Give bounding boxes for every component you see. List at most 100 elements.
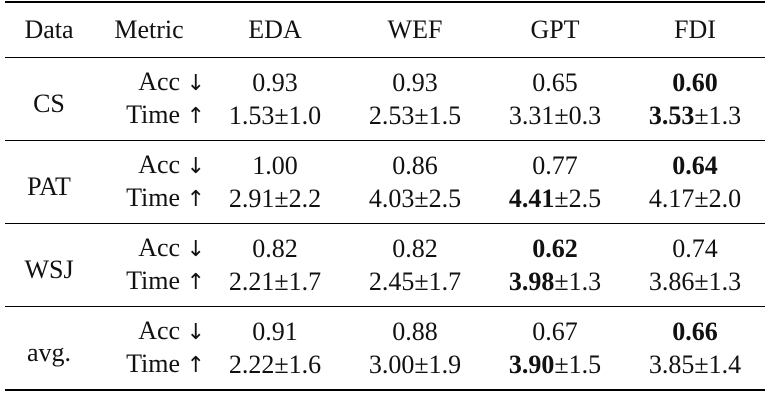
value-cell: 4.41±2.5: [485, 182, 625, 224]
value-std: ±1.9: [414, 350, 462, 379]
value-cell: 0.67: [485, 307, 625, 349]
metric-label: Acc ↓: [93, 141, 205, 183]
metric-name: Time: [126, 349, 181, 378]
row-group: avg. Acc ↓ 0.91 0.88 0.67 0.66 Time ↑ 2.22±1.6 3…: [5, 307, 765, 390]
value-std: ±1.6: [274, 350, 322, 379]
metric-name: Acc: [138, 150, 181, 179]
value-main: 0.91: [252, 317, 298, 346]
value-main: 0.67: [532, 317, 578, 346]
value-main: 4.41: [508, 184, 555, 213]
value-std: ±1.5: [554, 350, 602, 379]
value-cell: 0.86: [345, 141, 485, 183]
dataset-label: WSJ: [24, 254, 74, 284]
value-main: 0.77: [532, 151, 578, 180]
value-main: 1.53: [228, 101, 275, 130]
value-main: 2.45: [368, 267, 415, 296]
value-cell: 0.77: [485, 141, 625, 183]
value-cell: 0.62: [485, 224, 625, 266]
value-main: 0.74: [672, 234, 718, 263]
value-main: 1.00: [252, 151, 298, 180]
value-std: ±1.5: [414, 101, 462, 130]
value-cell: 0.74: [625, 224, 765, 266]
value-main: 2.53: [368, 101, 415, 130]
value-main: 0.66: [672, 317, 718, 346]
value-main: 2.21: [228, 267, 275, 296]
dataset-label: avg.: [26, 337, 72, 367]
arrow-up-icon: ↑: [186, 187, 205, 212]
value-cell: 2.21±1.7: [205, 265, 345, 307]
value-cell: 3.00±1.9: [345, 348, 485, 390]
value-std: ±2.5: [414, 184, 462, 213]
value-std: ±1.3: [554, 267, 602, 296]
value-cell: 3.98±1.3: [485, 265, 625, 307]
value-cell: 4.03±2.5: [345, 182, 485, 224]
value-cell: 3.85±1.4: [625, 348, 765, 390]
metric-name: Acc: [138, 67, 181, 96]
value-main: 2.22: [228, 350, 275, 379]
value-main: 0.65: [532, 68, 578, 97]
value-cell: 3.53±1.3: [625, 99, 765, 141]
arrow-down-icon: ↓: [186, 320, 205, 345]
value-main: 3.86: [648, 267, 695, 296]
arrow-up-icon: ↑: [186, 270, 205, 295]
value-main: 0.82: [392, 234, 438, 263]
value-main: 3.53: [648, 101, 695, 130]
value-main: 2.91: [228, 184, 275, 213]
metric-label: Acc ↓: [93, 224, 205, 266]
value-main: 3.31: [508, 101, 555, 130]
value-std: ±2.2: [274, 184, 322, 213]
value-main: 3.00: [368, 350, 415, 379]
table-row: avg. Acc ↓ 0.91 0.88 0.67 0.66: [5, 307, 765, 367]
arrow-down-icon: ↓: [186, 154, 205, 179]
value-main: 0.64: [672, 151, 718, 180]
value-main: 0.88: [392, 317, 438, 346]
value-cell: 0.65: [485, 58, 625, 100]
value-main: 0.93: [392, 68, 438, 97]
value-main: 3.85: [648, 350, 695, 379]
row-group: WSJ Acc ↓ 0.82 0.82 0.62 0.74 Time ↑ 2.21±1.7 2.…: [5, 224, 765, 307]
metric-label: Time ↑: [93, 182, 205, 224]
value-std: ±1.7: [274, 267, 322, 296]
table-row: WSJ Acc ↓ 0.82 0.82 0.62 0.74: [5, 224, 765, 284]
header-row: Data Metric EDA WEF GPT FDI: [5, 2, 765, 58]
value-cell: 2.91±2.2: [205, 182, 345, 224]
value-cell: 4.17±2.0: [625, 182, 765, 224]
value-std: ±1.7: [414, 267, 462, 296]
table-row: Time ↑ 2.22±1.6 3.00±1.9 3.90±1.5 3.85±1.4: [5, 348, 765, 390]
results-table: Data Metric EDA WEF GPT FDI CS Acc ↓ 0.93 0…: [5, 1, 765, 391]
value-cell: 1.53±1.0: [205, 99, 345, 141]
value-std: ±2.0: [694, 184, 742, 213]
metric-label: Acc ↓: [93, 58, 205, 100]
metric-label: Acc ↓: [93, 307, 205, 349]
table-row: Time ↑ 1.53±1.0 2.53±1.5 3.31±0.3 3.53±1.3: [5, 99, 765, 141]
value-cell: 0.91: [205, 307, 345, 349]
metric-label: Time ↑: [93, 265, 205, 307]
header-metric: Metric: [114, 15, 184, 44]
dataset-label: CS: [33, 88, 65, 118]
value-main: 0.62: [532, 234, 578, 263]
header-method-gpt: GPT: [530, 15, 580, 44]
table-row: Time ↑ 2.91±2.2 4.03±2.5 4.41±2.5 4.17±2.0: [5, 182, 765, 224]
value-main: 0.86: [392, 151, 438, 180]
header-data: Data: [24, 15, 74, 44]
value-cell: 3.86±1.3: [625, 265, 765, 307]
table-row: Time ↑ 2.21±1.7 2.45±1.7 3.98±1.3 3.86±1.3: [5, 265, 765, 307]
table-row: CS Acc ↓ 0.93 0.93 0.65 0.60: [5, 58, 765, 118]
value-main: 4.17: [648, 184, 695, 213]
value-cell: 0.82: [345, 224, 485, 266]
metric-name: Time: [126, 100, 181, 129]
value-cell: 3.31±0.3: [485, 99, 625, 141]
value-main: 3.90: [508, 350, 555, 379]
value-main: 0.60: [672, 68, 718, 97]
metric-name: Acc: [138, 233, 181, 262]
value-cell: 0.88: [345, 307, 485, 349]
value-cell: 1.00: [205, 141, 345, 183]
value-cell: 0.60: [625, 58, 765, 100]
row-group: PAT Acc ↓ 1.00 0.86 0.77 0.64 Time ↑ 2.91±2.2 4.…: [5, 141, 765, 224]
value-cell: 0.66: [625, 307, 765, 349]
dataset-label: PAT: [27, 171, 71, 201]
value-main: 4.03: [368, 184, 415, 213]
value-main: 3.98: [508, 267, 555, 296]
value-std: ±1.0: [274, 101, 322, 130]
metric-label: Time ↑: [93, 348, 205, 390]
